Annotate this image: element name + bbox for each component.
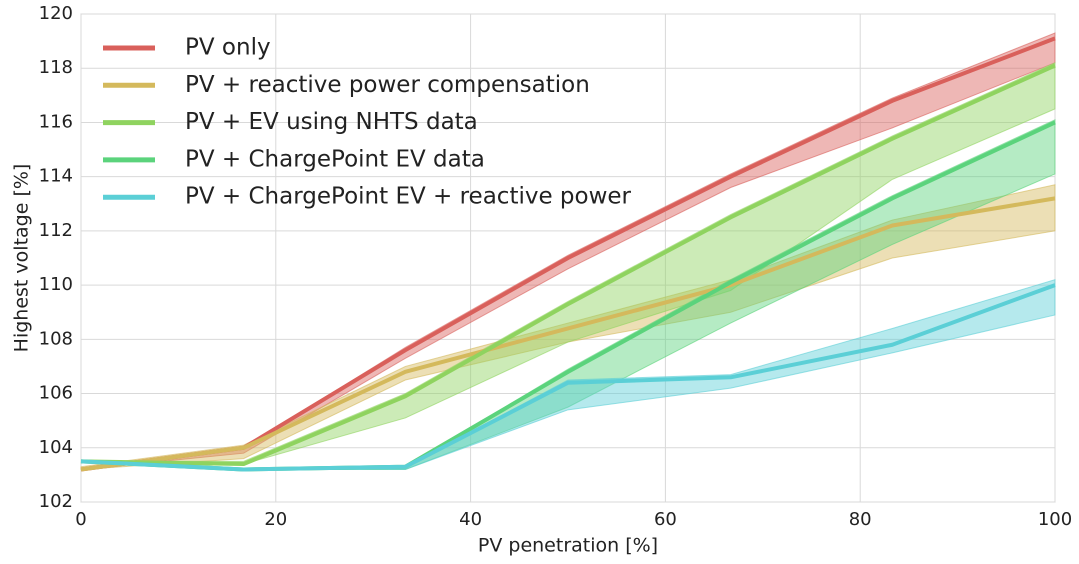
legend-label: PV + ChargePoint EV data [185,146,485,172]
x-tick-label: 0 [75,509,86,530]
y-tick-label: 102 [39,491,73,512]
y-tick-label: 120 [39,3,73,24]
y-tick-label: 114 [39,166,73,187]
band [80,32,1056,470]
x-tick-label: 60 [654,509,677,530]
y-tick-label: 108 [39,328,73,349]
y-tick-label: 116 [39,111,73,132]
y-tick-label: 104 [39,437,73,458]
y-axis-label: Highest voltage [%] [11,164,33,353]
legend-label: PV + reactive power compensation [185,72,590,98]
y-tick-label: 112 [39,220,73,241]
y-tick-label: 110 [39,274,73,295]
band [80,62,1056,465]
y-tick-label: 106 [39,383,73,404]
legend-label: PV + EV using NHTS data [185,109,478,135]
legend-label: PV only [185,35,271,61]
x-tick-label: 20 [264,509,287,530]
y-tick-label: 118 [39,57,73,78]
x-tick-label: 100 [1038,509,1072,530]
x-tick-label: 80 [849,509,872,530]
line [80,283,1056,472]
legend-label: PV + ChargePoint EV + reactive power [185,184,632,210]
x-tick-label: 40 [459,509,482,530]
line [80,63,1056,467]
line [80,196,1056,472]
x-axis-label: PV penetration [%] [478,535,658,557]
